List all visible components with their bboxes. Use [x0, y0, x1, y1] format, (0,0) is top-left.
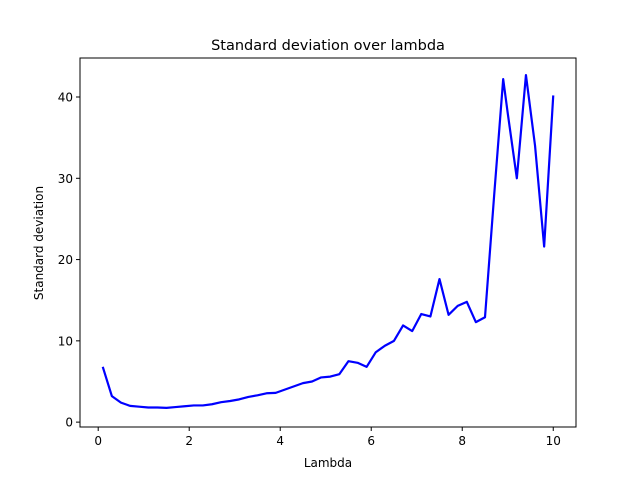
y-axis: 0 10 20 30 40: [58, 91, 80, 430]
x-axis: 0 2 4 6 8 10: [94, 427, 561, 448]
y-axis-label: Standard deviation: [32, 186, 46, 300]
y-tick-label: 0: [65, 416, 73, 430]
x-tick-label: 0: [94, 434, 102, 448]
y-tick-label: 10: [58, 334, 73, 348]
axes-frame: [79, 57, 577, 428]
plot-area: [101, 73, 555, 409]
x-axis-label: Lambda: [304, 456, 352, 470]
y-tick-label: 30: [58, 172, 73, 186]
x-tick-label: 4: [276, 434, 284, 448]
chart-title: Standard deviation over lambda: [211, 38, 445, 54]
y-tick-label: 20: [58, 253, 73, 267]
x-tick-label: 10: [546, 434, 561, 448]
y-tick-label: 40: [58, 91, 73, 105]
x-tick-label: 8: [458, 434, 466, 448]
x-tick-label: 2: [185, 434, 193, 448]
series-line-1: [101, 73, 555, 409]
x-tick-label: 6: [367, 434, 375, 448]
